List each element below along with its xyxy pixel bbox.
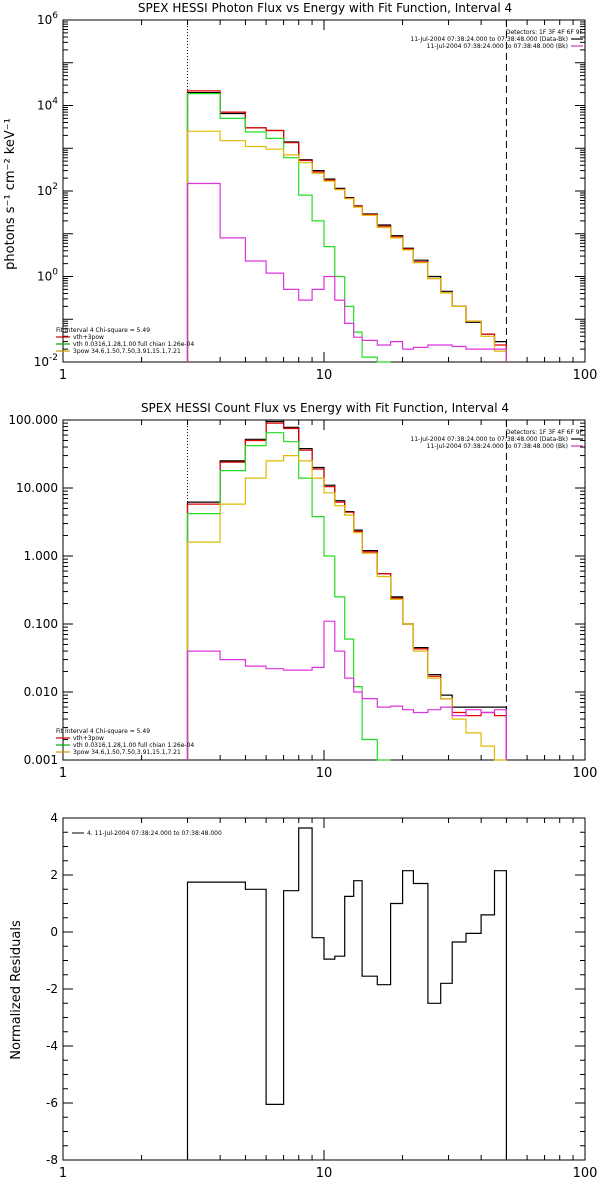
photon-legend-entry: 11-Jul-2004 07:38:24.000 to 07:38:48.000… xyxy=(410,36,568,43)
resid-y-tick-label: 2 xyxy=(50,868,58,882)
resid-y-tick-label: -2 xyxy=(46,982,58,996)
resid-y-tick-label: -4 xyxy=(46,1039,58,1053)
count-series-vth xyxy=(186,432,391,761)
count-y-tick-label: 1.000 xyxy=(24,549,58,563)
count-chart-title: SPEX HESSI Count Flux vs Energy with Fit… xyxy=(141,401,509,415)
count-y-tick-label: 10.000 xyxy=(16,481,58,495)
photon-series-bk xyxy=(186,182,507,362)
photon-fit-info-line: 3pow 34.6,1.50,7.50,3.91,15.1,7.21 xyxy=(73,348,181,355)
count-fit-info-line: Fit Interval 4 Chi-square = 5.49 xyxy=(56,728,150,735)
count-fit-info: Fit Interval 4 Chi-square = 5.49vth+3pow… xyxy=(56,728,194,756)
photon-legend: 11-Jul-2004 07:38:24.000 to 07:38:48.000… xyxy=(410,36,583,50)
photon-y-tick-label: 104 xyxy=(37,97,58,113)
resid-x-tick-label: 1 xyxy=(59,1166,67,1181)
photon-series-vth xyxy=(186,93,391,363)
count-legend-entry: 11-Jul-2004 07:38:24.000 to 07:38:48.000… xyxy=(410,436,568,443)
photon-series-data-bk xyxy=(186,92,507,362)
resid-y-tick-label: -6 xyxy=(46,1096,58,1110)
count-series-bk xyxy=(186,620,507,760)
count-detectors-label: Detectors: 1F 3F 4F 6F 9F xyxy=(506,429,584,436)
resid-x-tick-label: 10 xyxy=(316,1166,333,1181)
count-legend-entry: 11-Jul-2004 07:38:24.000 to 07:38:48.000… xyxy=(427,443,568,450)
residuals-legend-text: 4. 11-Jul-2004 07:38:24.000 to 07:38:48.… xyxy=(87,830,222,837)
count-fit-info-line: 3pow 34.6,1.50,7.50,3.91,15.1,7.21 xyxy=(73,749,181,756)
count-series-data-bk xyxy=(186,420,507,760)
count-series-3pow xyxy=(186,455,507,761)
count-fit-info-line: vth+3pow xyxy=(73,735,104,742)
count-fit-info-line: vth 0.0316,1.28,1.00 full chian 1.26e-04 xyxy=(73,742,194,749)
photon-fit-info-line: vth+3pow xyxy=(73,334,104,341)
photon-series-vth-3pow xyxy=(186,90,507,362)
photon-x-tick-label: 1 xyxy=(59,368,67,383)
count-y-tick-label: 0.001 xyxy=(24,753,58,767)
count-x-tick-label: 100 xyxy=(573,766,598,781)
photon-fit-info: Fit Interval 4 Chi-square = 5.49vth+3pow… xyxy=(56,327,194,355)
resid-x-tick-label: 100 xyxy=(573,1166,598,1181)
photon-y-tick-label: 10-2 xyxy=(34,353,58,369)
photon-y-tick-label: 106 xyxy=(37,11,58,27)
count-y-tick-label: 100.000 xyxy=(8,413,58,427)
count-plot-area: 1 10 100 0.001 0.010 0.100 1.000 10.000 100.000 xyxy=(8,413,597,781)
photon-x-tick-label: 10 xyxy=(316,368,333,383)
photon-y-tick-label: 100 xyxy=(37,268,58,284)
count-x-tick-label: 10 xyxy=(316,766,333,781)
count-series-vth-3pow xyxy=(186,422,507,760)
count-legend: 11-Jul-2004 07:38:24.000 to 07:38:48.000… xyxy=(410,436,583,450)
count-y-tick-label: 0.010 xyxy=(24,685,58,699)
count-y-tick-label: 0.100 xyxy=(24,617,58,631)
residuals-panel: 1 10 100 -8 -6 -4 -2 0 2 4 Normalized Residuals 4… xyxy=(9,811,597,1181)
count-flux-panel: SPEX HESSI Count Flux vs Energy with Fit… xyxy=(8,401,597,781)
photon-x-tick-label: 100 xyxy=(573,368,598,383)
resid-y-tick-label: -8 xyxy=(46,1153,58,1167)
photon-fit-info-line: vth 0.0316,1.28,1.00 full chian 1.26e-04 xyxy=(73,341,194,348)
photon-flux-panel: SPEX HESSI Photon Flux vs Energy with Fi… xyxy=(3,1,597,383)
photon-series-3pow xyxy=(186,130,507,362)
photon-chart-title: SPEX HESSI Photon Flux vs Energy with Fi… xyxy=(138,1,512,15)
residuals-plot-area: 1 10 100 -8 -6 -4 -2 0 2 4 xyxy=(46,811,597,1181)
resid-series-residuals xyxy=(186,827,507,1160)
count-x-tick-label: 1 xyxy=(59,766,67,781)
photon-legend-entry: 11-Jul-2004 07:38:24.000 to 07:38:48.000… xyxy=(427,43,568,50)
residuals-y-axis-label: Normalized Residuals xyxy=(9,920,24,1060)
resid-y-tick-label: 4 xyxy=(50,811,58,825)
photon-fit-info-line: Fit Interval 4 Chi-square = 5.49 xyxy=(56,327,150,334)
photon-y-tick-label: 102 xyxy=(37,182,58,198)
residuals-legend: 4. 11-Jul-2004 07:38:24.000 to 07:38:48.… xyxy=(72,830,222,837)
photon-y-axis-label: photons s⁻¹ cm⁻² keV⁻¹ xyxy=(3,118,18,270)
photon-detectors-label: Detectors: 1F 3F 4F 6F 9F xyxy=(506,29,584,36)
resid-y-tick-label: 0 xyxy=(50,925,58,939)
